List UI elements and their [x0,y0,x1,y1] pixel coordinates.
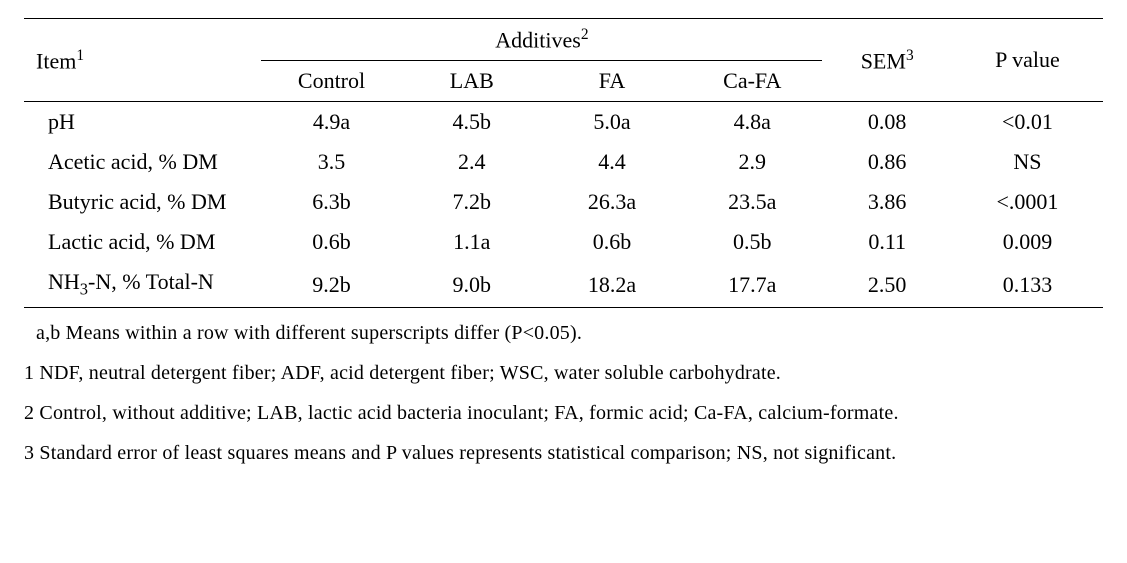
nh3-suffix: -N, % Total-N [88,269,214,294]
cell-item: Butyric acid, % DM [24,182,261,222]
cell-control: 3.5 [261,142,401,182]
cell-pvalue: <.0001 [952,182,1103,222]
header-item-sup: 1 [76,47,84,64]
header-additives-label: Additives [495,27,581,52]
header-lab: LAB [402,61,542,102]
cell-lab: 9.0b [402,262,542,307]
cell-cafa: 0.5b [682,222,822,262]
cell-fa: 5.0a [542,102,682,143]
cell-sem: 0.11 [822,222,951,262]
table-row: NH3-N, % Total-N 9.2b 9.0b 18.2a 17.7a 2… [24,262,1103,307]
header-item-label: Item [36,48,76,73]
nh3-sub: 3 [80,280,88,299]
footnotes-section: a,b Means within a row with different su… [24,314,1103,472]
cell-pvalue: 0.009 [952,222,1103,262]
cell-fa: 18.2a [542,262,682,307]
cell-cafa: 4.8a [682,102,822,143]
table-body: pH 4.9a 4.5b 5.0a 4.8a 0.08 <0.01 Acetic… [24,102,1103,307]
cell-pvalue: <0.01 [952,102,1103,143]
cell-item: pH [24,102,261,143]
table-row: Butyric acid, % DM 6.3b 7.2b 26.3a 23.5a… [24,182,1103,222]
cell-control: 0.6b [261,222,401,262]
header-pvalue: P value [952,19,1103,102]
table-row: pH 4.9a 4.5b 5.0a 4.8a 0.08 <0.01 [24,102,1103,143]
cell-lab: 2.4 [402,142,542,182]
table-row: Lactic acid, % DM 0.6b 1.1a 0.6b 0.5b 0.… [24,222,1103,262]
cell-lab: 1.1a [402,222,542,262]
cell-sem: 0.86 [822,142,951,182]
nh3-prefix: NH [48,269,80,294]
header-sem-label: SEM [861,48,906,73]
cell-item: Lactic acid, % DM [24,222,261,262]
table-row: Acetic acid, % DM 3.5 2.4 4.4 2.9 0.86 N… [24,142,1103,182]
cell-control: 9.2b [261,262,401,307]
cell-sem: 2.50 [822,262,951,307]
header-sem-sup: 3 [906,47,914,64]
header-pvalue-label: P value [995,47,1060,72]
cell-cafa: 17.7a [682,262,822,307]
cell-lab: 4.5b [402,102,542,143]
cell-lab: 7.2b [402,182,542,222]
header-control: Control [261,61,401,102]
header-fa: FA [542,61,682,102]
header-additives-sup: 2 [581,26,589,43]
footnote-ab: a,b Means within a row with different su… [24,314,1103,352]
footnote-2: 2 Control, without additive; LAB, lactic… [24,394,1103,432]
cell-cafa: 23.5a [682,182,822,222]
data-table: Item1 Additives2 SEM3 P value Control LA… [24,18,1103,308]
cell-sem: 3.86 [822,182,951,222]
cell-sem: 0.08 [822,102,951,143]
cell-fa: 4.4 [542,142,682,182]
header-sem: SEM3 [822,19,951,102]
cell-pvalue: 0.133 [952,262,1103,307]
cell-control: 6.3b [261,182,401,222]
cell-pvalue: NS [952,142,1103,182]
cell-item: NH3-N, % Total-N [24,262,261,307]
cell-item: Acetic acid, % DM [24,142,261,182]
cell-control: 4.9a [261,102,401,143]
cell-cafa: 2.9 [682,142,822,182]
header-item: Item1 [24,19,261,102]
cell-fa: 0.6b [542,222,682,262]
footnote-3: 3 Standard error of least squares means … [24,434,1103,472]
footnote-1: 1 NDF, neutral detergent fiber; ADF, aci… [24,354,1103,392]
header-additives: Additives2 [261,19,822,61]
header-cafa: Ca-FA [682,61,822,102]
cell-fa: 26.3a [542,182,682,222]
